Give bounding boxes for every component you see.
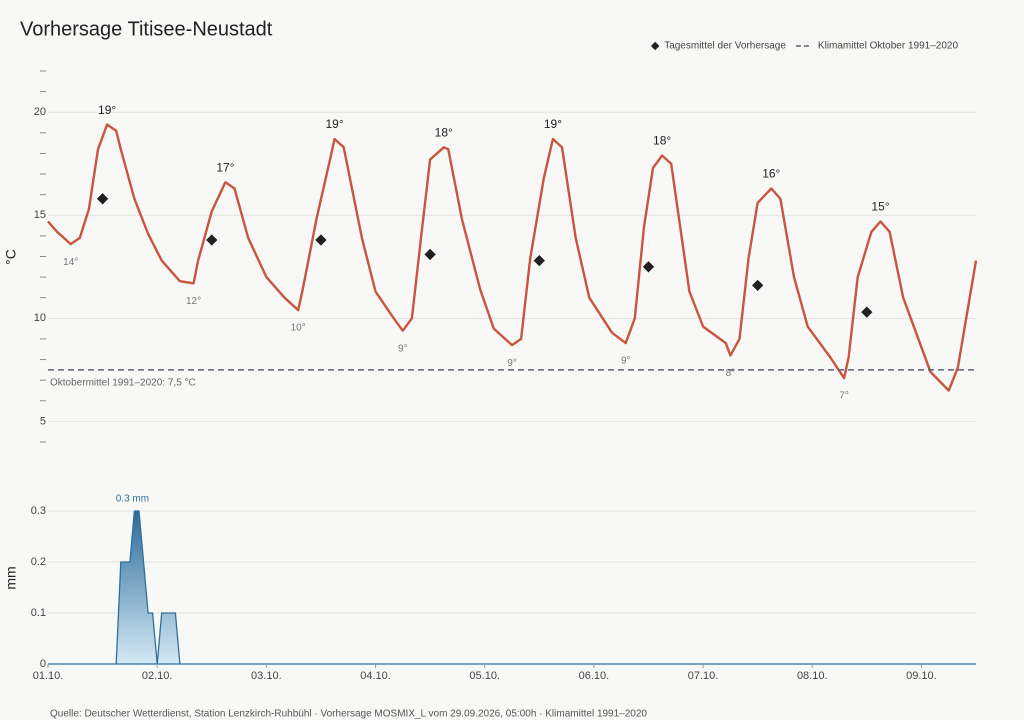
- value-label: 19°: [326, 117, 344, 131]
- x-tick-label: 04.10.: [360, 670, 391, 682]
- x-tick-label: 03.10.: [251, 670, 282, 682]
- daily-mean-marker: [642, 261, 655, 273]
- legend-symbol: [650, 41, 660, 51]
- precipitation-area: [48, 510, 976, 665]
- value-label: 16°: [762, 167, 780, 181]
- value-label: 17°: [216, 160, 234, 174]
- x-tick-label: 07.10.: [688, 670, 719, 682]
- value-label: 9°: [621, 356, 631, 367]
- chart-title: Vorhersage Titisee-Neustadt: [20, 18, 273, 40]
- x-tick-label: 06.10.: [579, 670, 610, 682]
- y-axis-label: mm: [3, 566, 19, 589]
- value-label: 9°: [507, 358, 517, 369]
- x-tick-label: 09.10.: [906, 670, 937, 682]
- value-label: 10°: [291, 323, 306, 334]
- x-tick-label: 01.10.: [33, 670, 64, 682]
- value-label: 18°: [653, 134, 671, 148]
- value-label: 9°: [398, 343, 408, 354]
- footer: Quelle: Deutscher Wetterdienst, Station …: [50, 709, 647, 720]
- x-tick-label: 05.10.: [469, 670, 500, 682]
- value-label: 0.3 mm: [116, 494, 149, 505]
- y-tick-label: 20: [34, 106, 46, 118]
- y-tick-label: 10: [34, 312, 46, 324]
- value-label: 18°: [435, 125, 453, 139]
- value-label: 19°: [98, 103, 116, 117]
- value-label: 15°: [871, 200, 889, 214]
- x-tick-label: 08.10.: [797, 670, 828, 682]
- y-axis-label: °C: [3, 249, 19, 265]
- daily-mean-marker: [751, 279, 764, 292]
- daily-mean-marker: [96, 193, 109, 205]
- daily-mean-marker: [861, 306, 873, 318]
- x-tick-label: 02.10.: [142, 670, 173, 682]
- daily-mean-marker: [424, 248, 436, 261]
- daily-mean-marker: [533, 254, 545, 267]
- value-label: 14°: [63, 257, 78, 268]
- value-label: 19°: [544, 117, 562, 131]
- y-tick-label: 0: [40, 658, 46, 670]
- y-tick-label: 15: [34, 209, 46, 221]
- reference-label: Oktobermittel 1991–2020: 7,5 °C: [50, 378, 196, 389]
- value-label: 7°: [839, 391, 849, 402]
- y-tick-label: 0.2: [31, 556, 46, 568]
- temperature-line: [47, 123, 978, 392]
- legend-label: Klimamittel Oktober 1991–2020: [818, 41, 959, 52]
- daily-mean-marker: [206, 234, 218, 246]
- value-label: 12°: [186, 296, 201, 307]
- y-tick-label: 0.1: [31, 607, 46, 619]
- value-label: 8°: [726, 368, 736, 379]
- y-tick-label: 5: [40, 415, 46, 427]
- legend-label: Tagesmittel der Vorhersage: [664, 41, 786, 52]
- y-tick-label: 0.3: [31, 505, 46, 517]
- daily-mean-marker: [315, 234, 327, 246]
